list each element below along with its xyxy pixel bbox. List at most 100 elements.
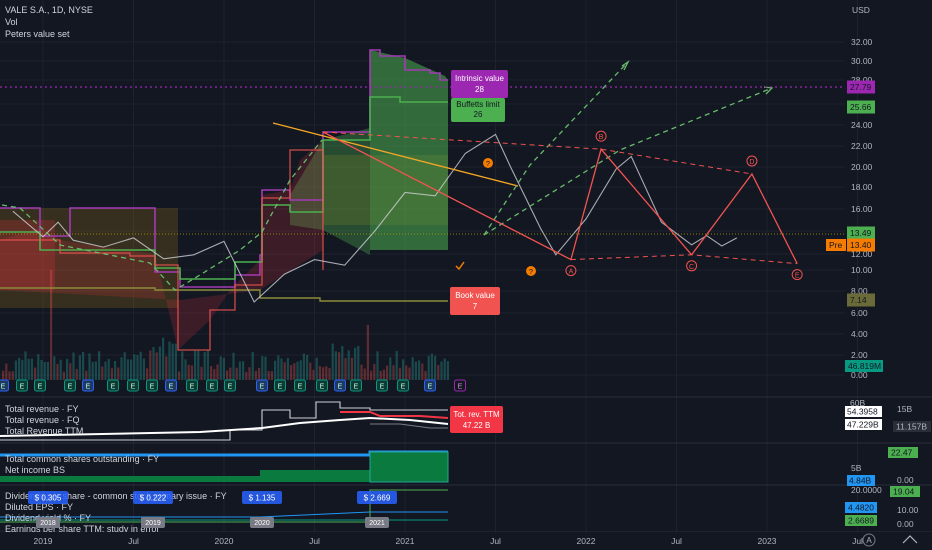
- volume-bar: [162, 337, 165, 380]
- volume-bar: [219, 356, 222, 380]
- question-icon-d: [483, 158, 493, 168]
- volume-bar: [229, 367, 232, 380]
- panel2-axis-box-3: [847, 475, 875, 486]
- volume-bar: [37, 354, 40, 380]
- yield-line: [0, 489, 448, 523]
- volume-bar: [120, 357, 123, 380]
- volume-bar: [443, 358, 446, 380]
- x-tick-label: 2022: [577, 536, 596, 546]
- auto-scale-icon: [862, 533, 876, 547]
- dividend-badge: [242, 491, 282, 504]
- abc-leg: [322, 131, 693, 261]
- dividend-badge: [28, 491, 68, 504]
- earnings-marker-text: E: [68, 384, 73, 391]
- settings-icon: [902, 535, 918, 544]
- dividend-year-text: 2019: [145, 520, 161, 527]
- volume-bar: [386, 365, 389, 380]
- zone-green-fill-2: [290, 128, 370, 255]
- volume-bar: [146, 368, 149, 380]
- panel2-axis-3: 4.84B: [849, 476, 872, 486]
- volume-bar: [238, 361, 241, 380]
- volume-bar: [373, 363, 376, 380]
- buffett-value: 26: [474, 110, 483, 119]
- check-icon: [455, 261, 465, 271]
- volume-bar: [59, 359, 62, 380]
- cde-leg: [691, 172, 798, 264]
- price-axis[interactable]: 32.0030.0028.0026.0024.0022.0020.0018.00…: [0, 37, 883, 380]
- dividend-badge-text: $ 1.135: [249, 494, 276, 503]
- dividend-badge-text: $ 0.222: [140, 494, 167, 503]
- volume-bar: [50, 270, 53, 380]
- volume-bar: [101, 366, 104, 380]
- volume-bar: [43, 362, 46, 380]
- earnings-marker-text: E: [86, 384, 91, 391]
- volume-bar: [274, 360, 277, 380]
- intrinsic-value-line: [0, 49, 448, 288]
- panel1-axis-box-4: [893, 421, 931, 432]
- y-tick-label: 22.00: [851, 141, 873, 151]
- x-tick-label: 2021: [396, 536, 415, 546]
- dividend-year-badge: [250, 517, 274, 528]
- volume-bar: [75, 368, 78, 380]
- volume-bar: [27, 358, 30, 380]
- volume-bar: [30, 358, 33, 380]
- volume-bar: [174, 343, 177, 380]
- volume-bar: [94, 361, 97, 380]
- earnings-marker: [294, 379, 306, 392]
- volume-bar: [344, 358, 347, 380]
- volume-bar: [136, 355, 139, 380]
- volume-bar: [88, 353, 91, 380]
- volume-bar: [213, 369, 216, 380]
- earnings-marker: [0, 379, 9, 392]
- volume-bar: [8, 371, 11, 380]
- volume-bar: [34, 367, 37, 380]
- volume-bar: [114, 360, 117, 380]
- earnings-marker: [224, 379, 236, 392]
- panel1-axis-2: 15B: [897, 404, 912, 414]
- volume-bar: [200, 366, 203, 380]
- dividend-badge: [357, 491, 397, 504]
- volume-bar: [14, 360, 17, 380]
- pre-text: Pre: [829, 240, 843, 250]
- earnings-marker-text: E: [354, 384, 359, 391]
- volume-bar: [437, 365, 440, 380]
- abcde-point-E: [791, 269, 803, 281]
- last-axis-text: 13.40: [850, 240, 872, 250]
- volume-bar: [315, 357, 318, 380]
- volume-bar: [168, 341, 171, 380]
- earnings-marker-text: E: [260, 384, 265, 391]
- time-axis[interactable]: 2019Jul2020Jul2021Jul2022Jul2023Jul2024J…: [0, 532, 932, 550]
- volume-bar: [130, 359, 133, 380]
- volume-bar: [408, 367, 411, 380]
- abcde-pattern: A B C D E??: [322, 130, 803, 281]
- panel2-axis-2: 5B: [851, 463, 862, 473]
- buffett-label: Buffetts limit: [456, 100, 500, 109]
- dividend-badge: [133, 491, 173, 504]
- abcde-point-D: [746, 155, 758, 167]
- y-tick-label: 0.00: [851, 370, 868, 380]
- volume-bar: [5, 363, 8, 380]
- indicator-legend: Peters value set: [5, 29, 70, 39]
- volume-bar: [382, 369, 385, 380]
- earnings-marker: [34, 379, 46, 392]
- earnings-marker: [146, 379, 158, 392]
- projection-up-1: [483, 61, 629, 236]
- volume-bar: [98, 351, 101, 380]
- volume-bar: [312, 369, 315, 380]
- currency-label: USD: [852, 5, 870, 15]
- x-tick-label: 2023: [758, 536, 777, 546]
- book-value: 7: [473, 302, 478, 311]
- volume-bar: [171, 343, 174, 380]
- volume-legend: Vol: [5, 17, 18, 27]
- intrinsic-axis-box: [847, 80, 875, 94]
- volume-bar: [66, 358, 69, 380]
- abcde-point-C: [686, 260, 698, 272]
- volume-bar: [139, 351, 142, 380]
- volume-bar: [363, 368, 366, 380]
- volume-bar: [165, 356, 168, 380]
- earnings-marker-text: E: [38, 384, 43, 391]
- volume-bar: [296, 361, 299, 380]
- volume-bar: [424, 370, 427, 380]
- intrinsic-axis-text: 27.79: [850, 82, 872, 92]
